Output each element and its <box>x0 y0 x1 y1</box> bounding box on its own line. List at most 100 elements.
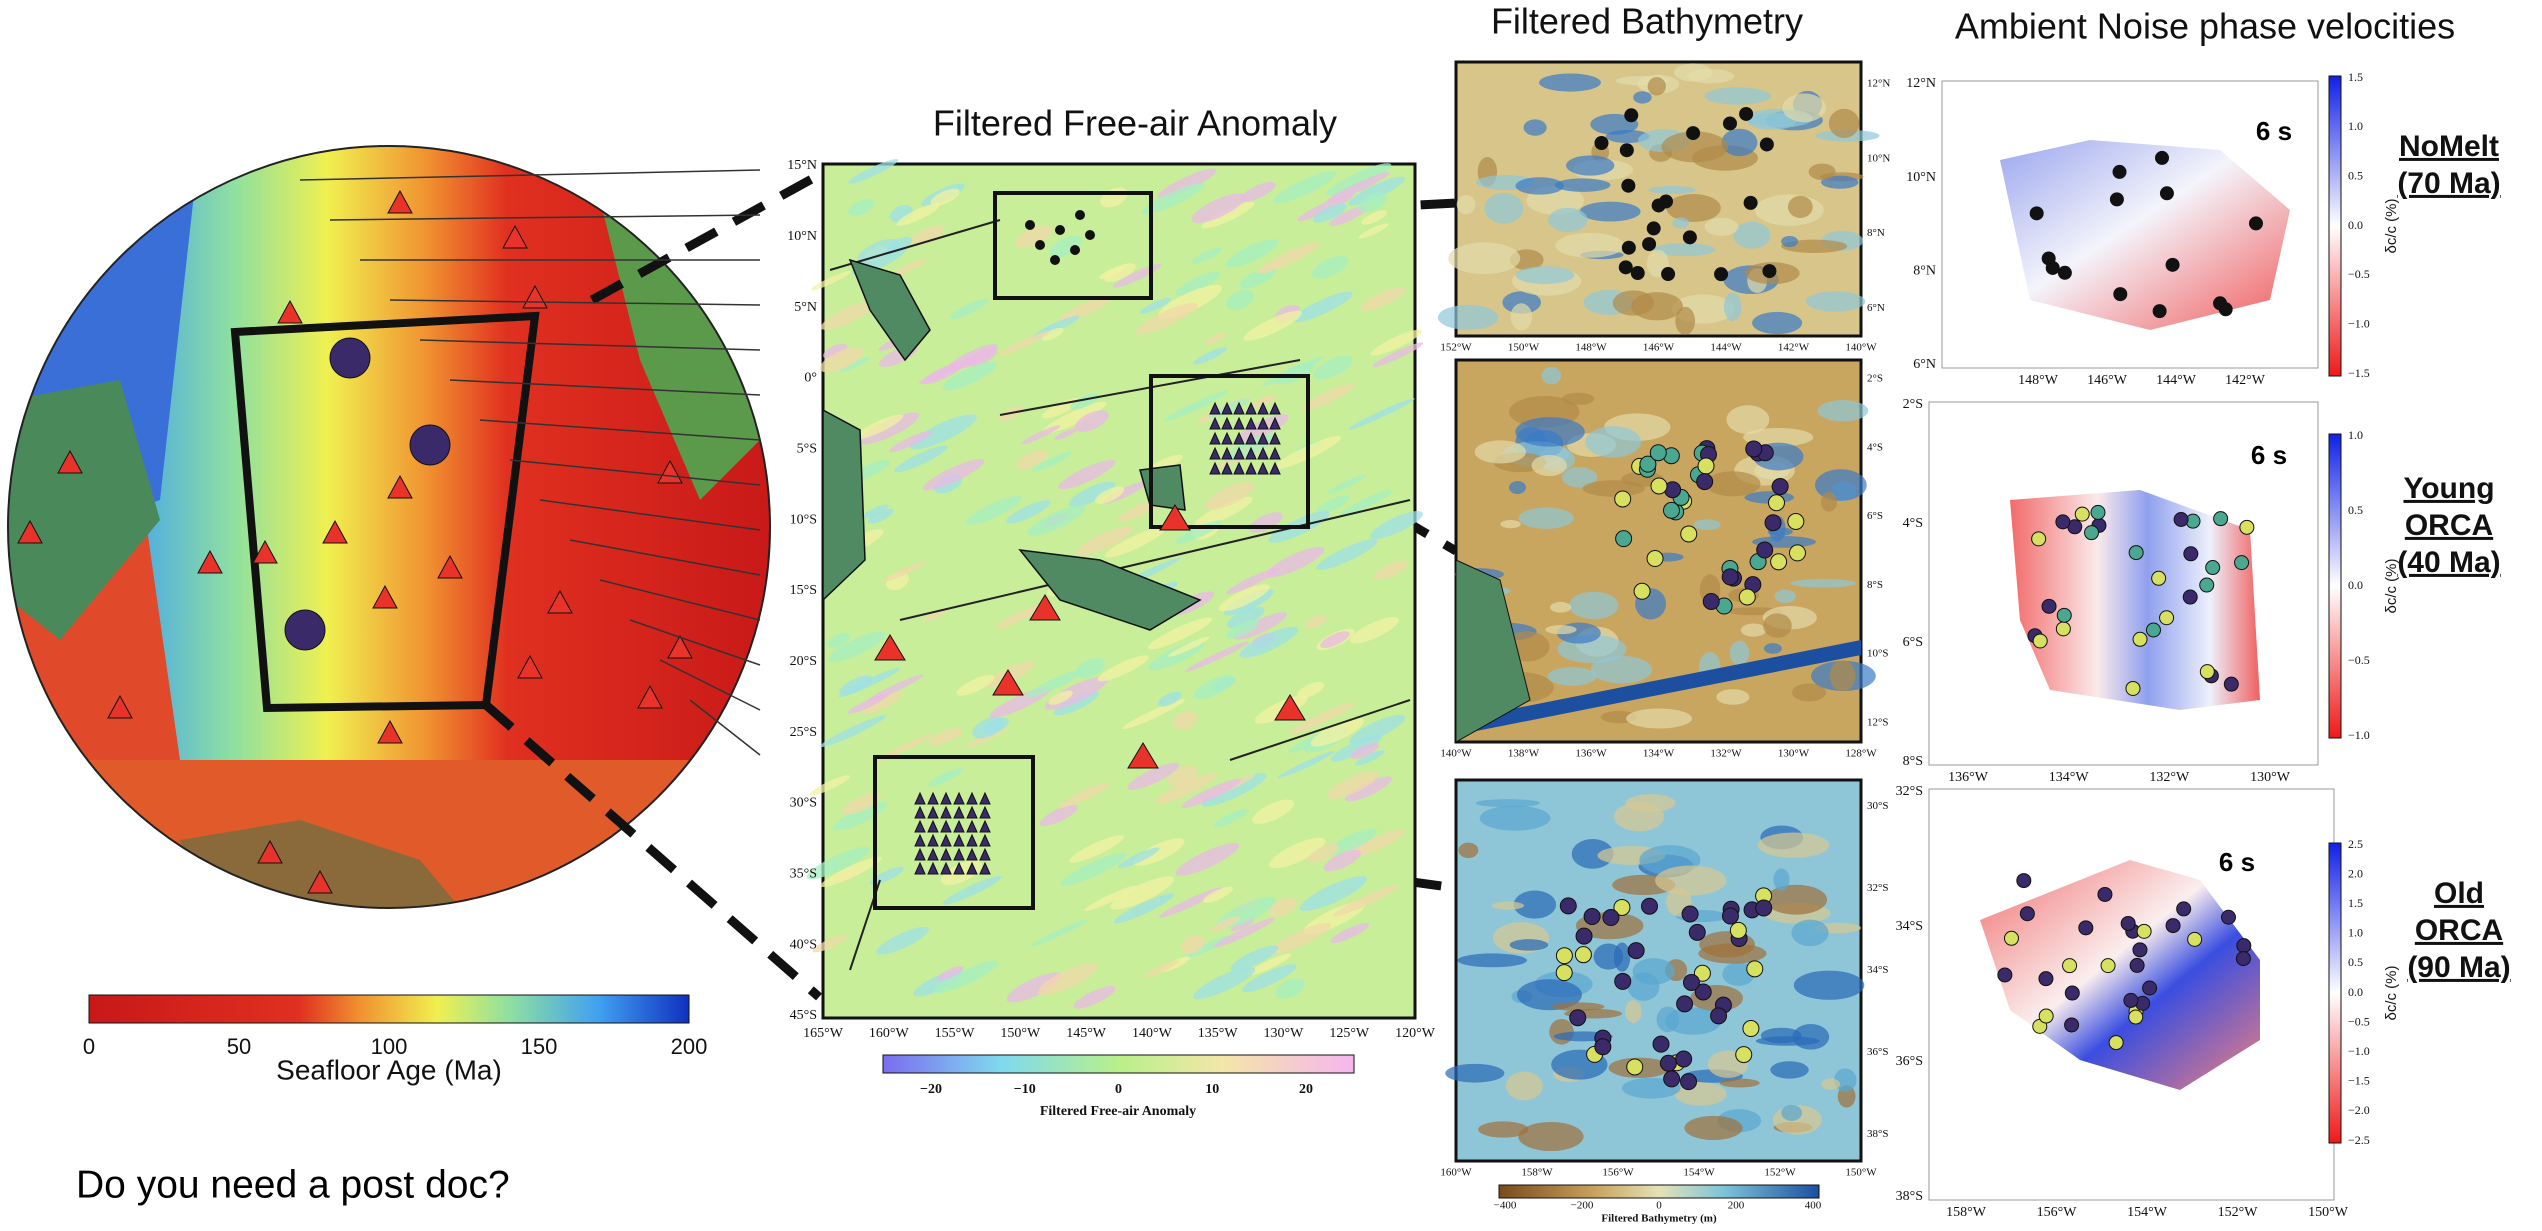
tick-label: 4°S <box>1867 441 1883 453</box>
tick-label: 40°S <box>790 937 817 952</box>
station <box>1615 530 1633 548</box>
tick-label: 12°N <box>1867 77 1890 89</box>
anomaly-patch <box>1143 960 1180 978</box>
anomaly-patch <box>1360 286 1407 312</box>
colorbar-label: Filtered Free-air Anomaly <box>1040 1104 1196 1119</box>
anomaly-patch <box>1031 451 1072 472</box>
colorbar-label: δc/c (%) <box>2383 558 2400 613</box>
station <box>2100 958 2116 974</box>
station-cluster <box>329 337 371 379</box>
anomaly-patch <box>812 934 848 953</box>
volcano <box>874 634 906 661</box>
anomaly-patch <box>1118 847 1160 869</box>
anomaly-patch <box>861 692 903 714</box>
bathymetry-patch <box>1740 623 1767 637</box>
velocity-field <box>2010 490 2260 710</box>
anomaly-patch <box>1191 193 1246 224</box>
station <box>979 847 991 861</box>
anomaly-patch <box>1252 394 1276 408</box>
bathymetry-patch <box>1782 93 1827 123</box>
station <box>2159 610 2175 626</box>
anomaly-patch <box>848 198 875 216</box>
site-label: (70 Ma) <box>2397 167 2500 200</box>
station <box>940 805 952 819</box>
volcano <box>57 449 83 474</box>
tick-label: 146°W <box>2087 373 2128 388</box>
site-label: ORCA <box>2415 914 2503 947</box>
tick-label: 155°W <box>935 1026 976 1041</box>
anomaly-patch <box>1097 655 1149 682</box>
station <box>940 833 952 847</box>
anomaly-patch <box>1157 168 1217 199</box>
station <box>1555 947 1573 965</box>
bathymetry-patch <box>1817 400 1869 422</box>
tick-label: 32°S <box>1867 882 1889 894</box>
station <box>1659 1054 1677 1072</box>
anomaly-patch <box>1372 342 1424 368</box>
bathymetry-patch <box>1787 195 1813 219</box>
anomaly-patch <box>1210 916 1240 933</box>
station <box>1627 942 1645 960</box>
site-label: (90 Ma) <box>2407 951 2510 984</box>
station <box>914 805 926 819</box>
tick-label: −1.0 <box>2348 1044 2370 1058</box>
anomaly-patch <box>1299 876 1367 912</box>
anomaly-patch <box>1370 329 1422 356</box>
bathymetry-patch <box>1790 578 1856 588</box>
station <box>927 847 939 861</box>
station <box>2132 631 2148 647</box>
bathymetry-patch <box>1571 838 1614 869</box>
station <box>2152 304 2167 319</box>
station <box>940 861 952 875</box>
station <box>1742 1020 1760 1038</box>
station <box>1619 143 1634 158</box>
tick-label: 10 <box>1205 1082 1219 1097</box>
region-box <box>873 755 1035 910</box>
anomaly-patch <box>909 414 977 450</box>
tick-label: 2°S <box>1903 397 1923 412</box>
anomaly-patch <box>867 508 894 524</box>
tick-label: 15°N <box>787 158 817 173</box>
anomaly-patch <box>827 632 850 648</box>
tick-label: 0.5 <box>2348 503 2363 517</box>
anomaly-patch <box>1348 176 1405 206</box>
station <box>979 791 991 805</box>
station <box>1714 267 1729 282</box>
station <box>914 833 926 847</box>
station <box>2213 296 2228 311</box>
bathymetry-patch <box>1457 953 1527 968</box>
tick-label: 130°W <box>1778 748 1810 760</box>
station <box>2055 621 2071 637</box>
tick-label: 8°S <box>1903 754 1923 769</box>
velocity-colorbar <box>2328 75 2342 377</box>
anomaly-patch <box>1133 838 1185 866</box>
anomaly-patch <box>820 856 882 888</box>
anomaly-patch <box>1073 986 1116 1009</box>
question: Do you need a post doc? <box>76 1163 510 1206</box>
station <box>927 833 939 847</box>
volcano <box>107 694 133 719</box>
station <box>1233 446 1245 460</box>
volcano <box>17 519 43 544</box>
station <box>1746 960 1764 978</box>
station <box>2136 923 2152 939</box>
tick-label: 142°W <box>1778 342 1810 354</box>
anomaly-patch <box>1240 181 1276 202</box>
station <box>966 847 978 861</box>
station <box>1624 108 1639 123</box>
anomaly-patch <box>937 966 964 981</box>
anomaly-patch <box>1054 428 1077 440</box>
station <box>979 861 991 875</box>
anomaly-patch <box>1227 606 1265 629</box>
station <box>953 819 965 833</box>
bathymetry-patch <box>1547 667 1597 686</box>
tick-label: 154°W <box>2127 1205 2168 1220</box>
anomaly-patch <box>1338 490 1393 517</box>
island <box>822 408 866 602</box>
anomaly-patch <box>1058 782 1111 808</box>
anomaly-patch <box>965 495 1023 526</box>
anomaly-patch <box>1020 425 1061 445</box>
station <box>1652 1035 1670 1053</box>
station <box>2123 992 2139 1008</box>
station <box>966 861 978 875</box>
